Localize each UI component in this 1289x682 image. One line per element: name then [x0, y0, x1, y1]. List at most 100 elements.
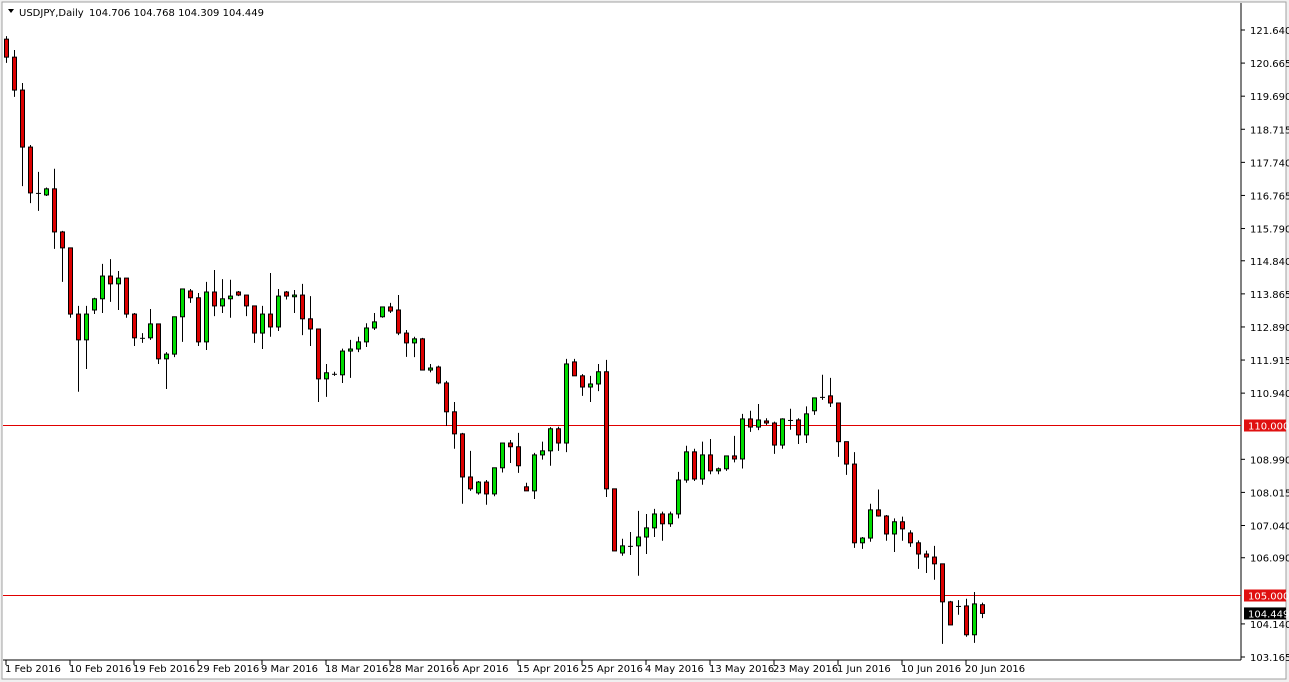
candle	[188, 288, 193, 303]
candle	[404, 330, 409, 357]
candle	[236, 290, 241, 297]
candle	[468, 450, 473, 491]
candle	[492, 467, 497, 497]
candle-body	[204, 291, 209, 343]
candle	[700, 441, 705, 485]
candle-body	[732, 455, 737, 460]
candle-body	[476, 481, 481, 494]
candle	[244, 294, 249, 317]
candle	[836, 402, 841, 457]
candle-body	[948, 601, 953, 626]
y-tick-label: 107.040	[1250, 521, 1289, 532]
candle	[860, 537, 865, 549]
candle-body	[548, 428, 553, 452]
candle	[68, 247, 73, 318]
candle-body	[124, 277, 129, 315]
candle-body	[500, 442, 505, 469]
y-tick-label: 103.165	[1250, 653, 1289, 664]
candle	[628, 531, 633, 556]
candle-body	[828, 395, 833, 404]
candle	[76, 305, 81, 392]
candle-body	[508, 442, 513, 448]
candle	[164, 352, 169, 390]
candle-body	[276, 295, 281, 328]
candle	[572, 358, 577, 377]
candle-body	[868, 509, 873, 539]
candle	[980, 602, 985, 619]
candle-body	[572, 361, 577, 377]
candle	[284, 290, 289, 300]
candle	[44, 187, 49, 196]
candle-body	[268, 313, 273, 328]
candle	[196, 293, 201, 346]
candle	[908, 530, 913, 547]
candle	[4, 36, 9, 63]
candle-body	[52, 188, 57, 233]
candle	[316, 328, 321, 402]
candle	[844, 441, 849, 475]
y-tick-label: 114.840	[1250, 257, 1289, 268]
candle	[524, 482, 529, 492]
y-tick-label: 121.640	[1250, 26, 1289, 37]
candle-body	[396, 309, 401, 334]
y-tick-label: 108.015	[1250, 488, 1289, 499]
candle	[228, 279, 233, 318]
candle	[436, 365, 441, 385]
candle	[380, 306, 385, 318]
candle-body	[860, 537, 865, 544]
candle	[124, 277, 129, 318]
x-tick-label: 18 Mar 2016	[325, 664, 388, 675]
candle-body	[364, 327, 369, 343]
candle	[484, 480, 489, 505]
candle-body	[116, 277, 121, 285]
candle-body	[892, 521, 897, 535]
candle-body	[684, 451, 689, 481]
candle	[604, 359, 609, 497]
candle-body	[388, 306, 393, 312]
level-price-label: 110.000	[1248, 422, 1289, 433]
candle-body	[580, 375, 585, 388]
chart-ohlc: 104.706 104.768 104.309 104.449	[89, 8, 264, 19]
candle	[732, 435, 737, 463]
candle-body	[4, 38, 9, 58]
candle	[460, 432, 465, 504]
candle-body	[564, 363, 569, 444]
candle-body	[668, 513, 673, 525]
candle-body	[44, 188, 49, 196]
candle-body	[260, 313, 265, 334]
y-tick-label: 104.140	[1250, 620, 1289, 631]
candle	[356, 336, 361, 353]
triangle-down-icon[interactable]	[8, 9, 14, 13]
candle	[348, 339, 353, 378]
y-tick-label: 115.790	[1250, 225, 1289, 236]
candle	[148, 308, 153, 340]
level-price-tag	[1244, 419, 1286, 432]
candle	[292, 289, 297, 314]
y-tick-label: 110.940	[1250, 389, 1289, 400]
candle	[252, 305, 257, 343]
candle	[508, 439, 513, 464]
candle-body	[76, 313, 81, 341]
y-tick-label: 111.915	[1250, 356, 1289, 367]
candle-body	[972, 603, 977, 636]
x-tick-label: 23 May 2016	[773, 664, 838, 675]
candle	[780, 418, 785, 449]
candle	[668, 511, 673, 527]
candle-body	[980, 604, 985, 614]
candle-body	[92, 298, 97, 311]
candle-body	[236, 291, 241, 296]
candle-body	[708, 454, 713, 472]
y-tick-label: 113.865	[1250, 290, 1289, 301]
candle	[644, 513, 649, 554]
candle-body	[164, 353, 169, 360]
level-price-label: 105.000	[1248, 592, 1289, 603]
candle-body	[212, 291, 217, 307]
candle	[540, 441, 545, 460]
candle	[452, 401, 457, 449]
candle-body	[356, 341, 361, 350]
candle	[588, 375, 593, 402]
candle	[36, 171, 41, 211]
candle	[324, 363, 329, 397]
